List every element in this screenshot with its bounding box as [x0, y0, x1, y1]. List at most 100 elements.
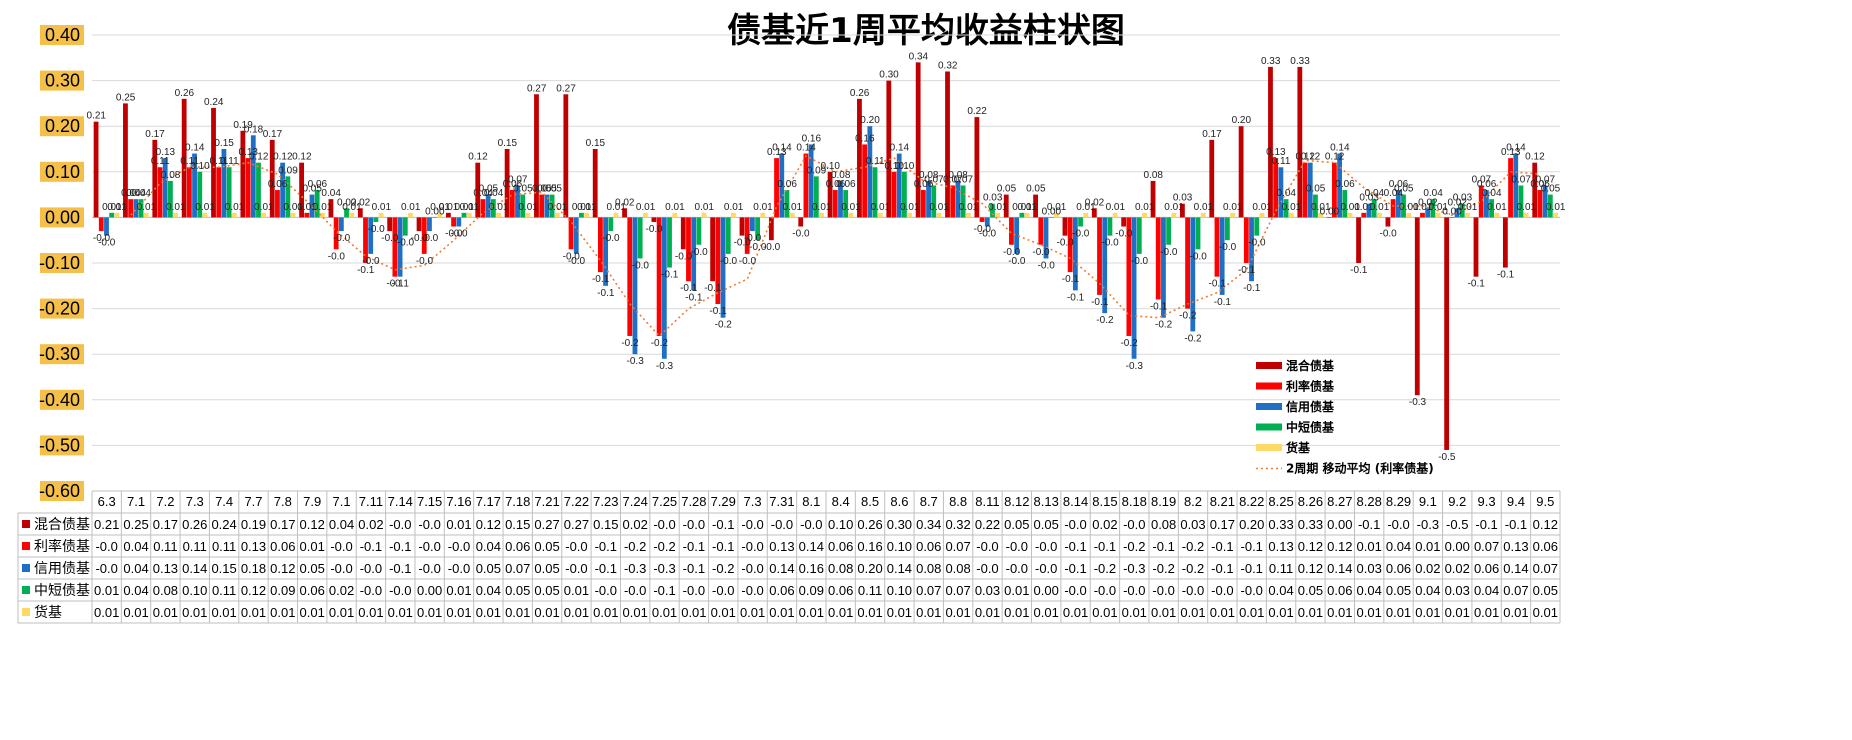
bar: [725, 217, 731, 254]
bar: [720, 217, 726, 318]
data-label: 0.14: [1506, 143, 1526, 154]
bar: [1347, 212, 1353, 218]
table-cell: -0.0: [1152, 583, 1174, 598]
y-tick-label: 0.30: [45, 71, 80, 91]
category-label: 9.4: [1507, 494, 1525, 509]
table-cell: -0.1: [1064, 561, 1086, 576]
data-label: -0.0: [328, 251, 346, 262]
bar: [613, 212, 619, 218]
table-cell: 0.21: [94, 517, 119, 532]
data-label: 0.10: [190, 161, 210, 172]
data-label: 0.26: [850, 88, 870, 99]
bar: [656, 217, 662, 336]
bar: [192, 153, 197, 218]
bar: [211, 107, 216, 218]
ytick-highlight: [40, 389, 84, 410]
bar: [592, 149, 598, 218]
data-label: -0.0: [1008, 256, 1026, 267]
bar: [143, 212, 149, 218]
table-cell: -0.0: [1006, 561, 1028, 576]
data-label: -0.1: [680, 283, 698, 294]
data-label: 0.01: [489, 202, 509, 213]
data-label: 0.01: [1311, 202, 1331, 213]
data-label: -0.2: [621, 338, 639, 349]
bar: [1072, 217, 1078, 291]
table-cell: 0.05: [534, 561, 559, 576]
bar: [261, 212, 267, 218]
bar: [275, 190, 280, 218]
bar: [1078, 217, 1083, 227]
table-cell: 0.25: [123, 517, 148, 532]
table-cell: 0.11: [153, 539, 177, 554]
bar: [568, 217, 574, 250]
bar: [931, 185, 937, 218]
bar: [1435, 212, 1441, 218]
data-labels: 0.210.250.170.260.240.190.170.120.040.02…: [87, 51, 1566, 463]
bar: [1430, 199, 1436, 218]
table-cell: -0.0: [1064, 517, 1086, 532]
bar: [1508, 158, 1513, 218]
table-cell: 0.14: [182, 561, 207, 576]
bar: [872, 167, 878, 218]
data-label: 0.07: [508, 174, 528, 185]
table-cell: -0.1: [1358, 517, 1380, 532]
table-cell: 0.00: [417, 583, 442, 598]
data-label: 0.10: [884, 161, 904, 172]
data-label: 0.27: [527, 83, 547, 94]
bar: [181, 98, 187, 218]
table-cell: 0.26: [182, 517, 207, 532]
bar: [1190, 217, 1196, 332]
table-cell: 0.15: [593, 517, 618, 532]
table-cell: 0.20: [857, 561, 882, 576]
data-label: -0.1: [685, 292, 703, 303]
data-label: 0.00: [1320, 206, 1340, 217]
table-cell: 0.12: [270, 561, 295, 576]
data-label: -0.0: [602, 233, 620, 244]
table-cell: 0.01: [153, 605, 178, 620]
table-cell: 0.01: [1415, 605, 1440, 620]
category-label: 7.29: [711, 494, 736, 509]
bar: [1318, 212, 1324, 218]
table-cell: -0.0: [683, 517, 705, 532]
y-tick-label: -0.30: [39, 344, 80, 364]
data-label: 0.17: [1202, 129, 1222, 140]
table-cell: 0.01: [1004, 605, 1029, 620]
table-cell: -0.1: [1152, 539, 1174, 554]
table-cell: 0.01: [1092, 605, 1117, 620]
bar: [1297, 66, 1303, 218]
data-label: -0.0: [1032, 247, 1050, 258]
y-tick-label: -0.60: [39, 481, 80, 501]
category-label: 7.18: [505, 494, 530, 509]
table-cell: 0.11: [1269, 561, 1293, 576]
data-label: 0.04: [484, 188, 504, 199]
table-cell: 0.11: [858, 583, 882, 598]
bar: [328, 199, 334, 218]
bar: [333, 217, 339, 250]
data-label: -0.5: [1438, 452, 1456, 463]
bar: [1395, 190, 1401, 218]
category-label: 8.26: [1298, 494, 1323, 509]
data-label: 0.01: [841, 202, 861, 213]
table-cell: 0.03: [1180, 517, 1205, 532]
table-cell: -0.0: [330, 561, 352, 576]
table-cell: 0.06: [1386, 561, 1411, 576]
bar: [1444, 217, 1450, 450]
table-cell: 0.01: [358, 605, 383, 620]
data-label: 0.01: [454, 202, 474, 213]
data-label: 0.22: [967, 106, 987, 117]
bar: [1342, 190, 1348, 218]
category-label: 7.4: [215, 494, 233, 509]
table-cell: 0.01: [417, 605, 442, 620]
data-label: -0.0: [1219, 242, 1237, 253]
table-cell: 0.04: [1357, 583, 1382, 598]
table-cell: 0.01: [1210, 605, 1235, 620]
table-cell: 0.01: [182, 605, 207, 620]
bar: [936, 212, 942, 218]
bar: [221, 149, 227, 218]
table-cell: 0.16: [799, 561, 824, 576]
table-cell: 0.16: [857, 539, 882, 554]
data-label: 0.06: [836, 179, 856, 190]
data-label: 0.01: [959, 202, 979, 213]
bar: [290, 212, 296, 218]
